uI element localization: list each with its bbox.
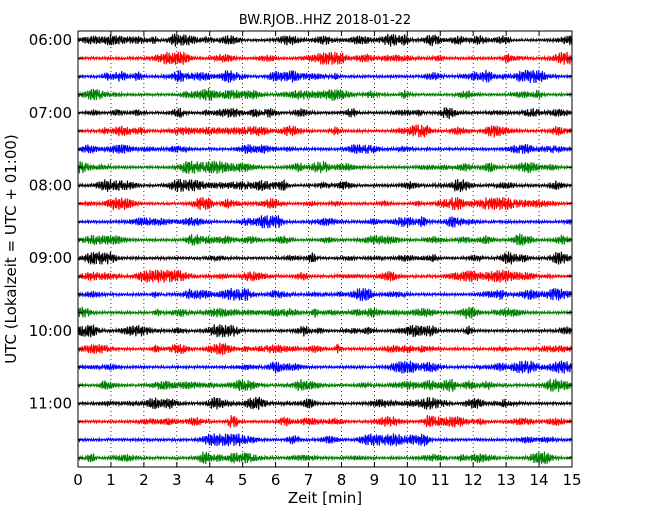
x-tick-label: 14 (530, 471, 549, 489)
seismogram-traces (77, 33, 573, 465)
plot-frame (77, 30, 573, 468)
trace-line (77, 197, 573, 211)
trace-line (77, 251, 573, 265)
x-tick-label: 2 (139, 471, 149, 489)
x-axis-label: Zeit [min] (288, 489, 362, 507)
y-tick-label: 10:00 (29, 322, 72, 340)
y-axis-label: UTC (Lokalzeit = UTC + 01:00) (2, 134, 20, 364)
y-tick-label: 06:00 (29, 31, 72, 49)
x-tick-label: 4 (205, 471, 215, 489)
trace-line (77, 33, 573, 47)
trace-line (77, 451, 573, 465)
y-tick-label: 07:00 (29, 104, 72, 122)
x-tick-label: 10 (398, 471, 417, 489)
trace-line (77, 88, 573, 101)
trace-line (77, 269, 573, 283)
x-tick-label: 9 (370, 471, 380, 489)
chart-title: BW.RJOB..HHZ 2018-01-22 (239, 13, 411, 28)
x-tick-label: 5 (238, 471, 248, 489)
trace-line (77, 51, 573, 65)
trace-line (77, 342, 573, 356)
trace-line (77, 178, 573, 192)
x-tick-label: 3 (172, 471, 182, 489)
trace-line (77, 324, 573, 338)
trace-line (77, 143, 573, 155)
x-tick-label: 15 (562, 471, 581, 489)
x-tick-label: 6 (271, 471, 281, 489)
trace-line (77, 107, 573, 120)
x-tick-label: 1 (106, 471, 116, 489)
trace-line (77, 233, 573, 246)
x-tick-label: 8 (337, 471, 347, 489)
trace-line (77, 306, 573, 320)
axis-ticks: 0 1 2 3 4 5 6 7 8 9 10 11 12 13 14 1506:0007:0008:0009:… (29, 31, 582, 489)
trace-line (77, 160, 573, 174)
trace-line (77, 415, 573, 428)
x-tick-label: 13 (497, 471, 516, 489)
trace-line (77, 287, 573, 301)
y-tick-label: 08:00 (29, 176, 72, 194)
y-tick-label: 11:00 (29, 394, 72, 412)
trace-line (77, 396, 573, 410)
trace-line (77, 433, 573, 447)
trace-line (77, 215, 573, 229)
x-tick-label: 7 (304, 471, 314, 489)
plot-background (78, 31, 572, 467)
x-tick-label: 12 (464, 471, 483, 489)
y-tick-label: 09:00 (29, 249, 72, 267)
trace-line (77, 124, 573, 138)
x-tick-label: 0 (73, 471, 83, 489)
grid-lines (110, 31, 540, 467)
trace-line (77, 69, 573, 83)
trace-line (77, 378, 573, 392)
x-tick-label: 11 (431, 471, 450, 489)
trace-line (77, 360, 573, 374)
